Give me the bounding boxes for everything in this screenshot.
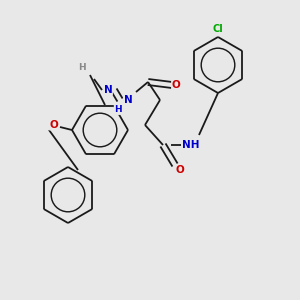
Text: H: H bbox=[78, 62, 86, 71]
Text: O: O bbox=[50, 120, 58, 130]
Text: N: N bbox=[103, 85, 112, 95]
Text: Cl: Cl bbox=[213, 24, 224, 34]
Text: O: O bbox=[172, 80, 180, 90]
Text: O: O bbox=[176, 165, 184, 175]
Text: N: N bbox=[124, 95, 132, 105]
Text: H: H bbox=[114, 106, 122, 115]
Text: NH: NH bbox=[182, 140, 200, 150]
